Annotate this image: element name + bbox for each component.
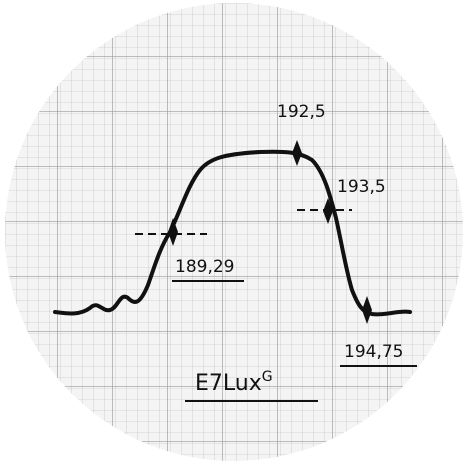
label-194-75: 194,75: [344, 342, 403, 362]
scan: 192,5 193,5 189,29 194,75 E7LuxG: [0, 0, 467, 465]
label-192-5: 192,5: [277, 102, 326, 122]
label-193-5: 193,5: [337, 177, 386, 197]
title-main: E7Lux: [195, 371, 262, 396]
title: E7LuxG: [195, 369, 273, 396]
label-189-29: 189,29: [175, 257, 234, 277]
title-superscript: G: [262, 369, 273, 385]
